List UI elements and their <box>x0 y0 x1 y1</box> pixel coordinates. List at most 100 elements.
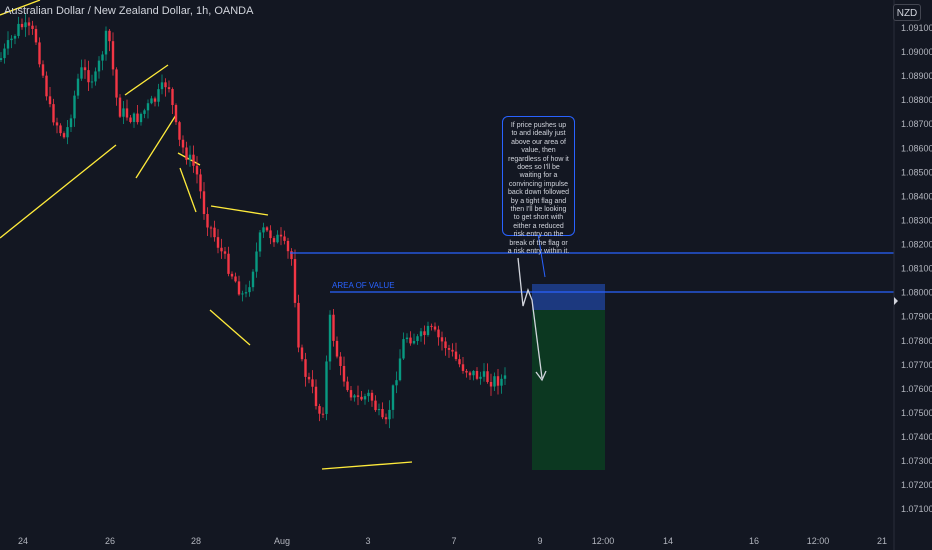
time-axis[interactable]: 24 26 28 Aug 3 7 9 12:00 14 16 12:00 21 <box>18 536 887 546</box>
price-marker-icon <box>894 297 898 305</box>
price-tick: 1.08600 <box>901 143 932 153</box>
candle-body <box>311 379 314 387</box>
candle-body <box>384 417 388 420</box>
candle-body <box>321 413 325 415</box>
price-tick: 1.08100 <box>901 264 932 274</box>
candle-body <box>20 23 24 28</box>
candle-body <box>370 392 374 401</box>
candle-body <box>111 41 115 70</box>
candle-body <box>300 347 304 360</box>
candle-body <box>416 336 419 342</box>
candle-body <box>307 376 311 380</box>
price-tick: 1.07200 <box>901 480 932 490</box>
candle-body <box>465 370 468 373</box>
candle-body <box>265 227 269 231</box>
trendline <box>0 144 117 239</box>
candle-body <box>209 227 213 229</box>
candle-body <box>360 396 363 400</box>
candle-body <box>129 117 132 122</box>
candle-body <box>76 78 80 96</box>
candle-body <box>423 331 426 336</box>
candle-body <box>216 237 220 248</box>
price-axis[interactable]: 1.09100 1.09000 1.08900 1.08800 1.08700 1.086… <box>893 0 932 550</box>
candle-body <box>258 232 262 252</box>
candle-body <box>97 60 101 72</box>
candle-body <box>342 365 346 382</box>
candle-body <box>248 287 251 293</box>
candle-body <box>426 325 430 336</box>
candle-body <box>160 82 164 90</box>
candle-body <box>164 82 167 88</box>
candle-body <box>206 214 209 228</box>
area-of-value-label: AREA OF VALUE <box>332 281 395 290</box>
candle-body <box>13 35 17 39</box>
currency-badge[interactable]: NZD <box>893 4 921 21</box>
price-tick: 1.07800 <box>901 336 932 346</box>
candle-body <box>139 113 143 123</box>
trade-note-callout[interactable]: If price pushes up to and ideally just a… <box>502 116 575 255</box>
candle-body <box>55 122 59 126</box>
candle-body <box>437 329 440 338</box>
price-tick: 1.09100 <box>901 23 932 33</box>
candle-body <box>73 95 76 119</box>
time-tick: 16 <box>749 536 759 546</box>
candle-body <box>104 30 108 55</box>
candle-body <box>290 251 293 260</box>
trendline <box>210 205 269 216</box>
candle-body <box>0 58 3 60</box>
candle-body <box>10 38 13 41</box>
candle-body <box>213 227 216 238</box>
candle-body <box>220 247 223 252</box>
candle-body <box>241 293 244 295</box>
candle-body <box>461 364 465 371</box>
time-tick: 3 <box>365 536 370 546</box>
price-tick: 1.07900 <box>901 312 932 322</box>
candle-body <box>202 191 206 215</box>
trendline <box>209 309 251 346</box>
candle-body <box>24 22 27 28</box>
candle-body <box>479 376 482 379</box>
trendline <box>124 64 169 96</box>
candle-body <box>195 165 199 175</box>
candle-body <box>188 154 192 160</box>
candle-body <box>458 359 461 365</box>
candle-body <box>356 395 360 397</box>
time-tick: 24 <box>18 536 28 546</box>
candle-body <box>157 89 160 102</box>
candle-body <box>314 386 318 407</box>
candle-body <box>272 238 276 243</box>
candle-body <box>262 227 265 233</box>
candle-body <box>223 251 227 254</box>
candle-body <box>395 380 398 386</box>
candles <box>0 12 507 429</box>
price-tick: 1.08400 <box>901 191 932 201</box>
candle-body <box>388 409 391 420</box>
time-tick: Aug <box>274 536 290 546</box>
candle-body <box>69 118 73 128</box>
callout-pointer <box>537 233 546 278</box>
candle-body <box>94 71 97 82</box>
candle-body <box>447 348 451 350</box>
price-tick: 1.07500 <box>901 408 932 418</box>
level-lines <box>290 233 894 293</box>
trendline <box>179 167 197 213</box>
projection-arrow-icon <box>535 370 547 382</box>
candle-body <box>346 381 349 391</box>
candle-body <box>80 67 83 79</box>
candle-body <box>150 98 153 104</box>
time-tick: 14 <box>663 536 673 546</box>
candle-body <box>279 234 283 237</box>
candle-body <box>363 396 367 400</box>
price-tick: 1.08800 <box>901 95 932 105</box>
candle-body <box>87 70 90 83</box>
candle-body <box>6 40 10 49</box>
candle-body <box>62 133 66 138</box>
projection-path <box>517 257 543 379</box>
candle-body <box>381 409 384 418</box>
candle-body <box>132 113 136 122</box>
candle-body <box>349 390 353 398</box>
candle-body <box>286 240 290 252</box>
price-tick: 1.08500 <box>901 167 932 177</box>
